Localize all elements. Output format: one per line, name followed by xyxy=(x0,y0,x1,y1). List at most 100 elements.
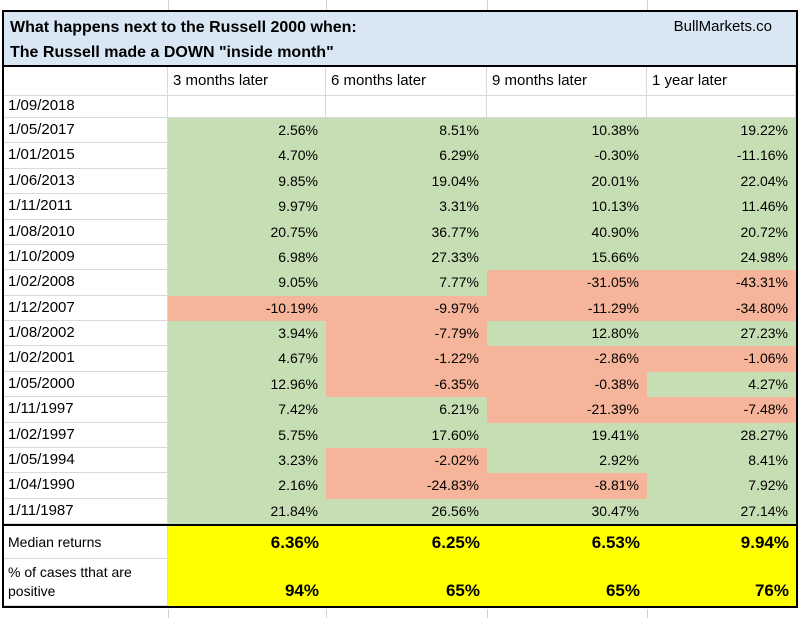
return-cell[interactable]: 24.98% xyxy=(647,244,796,271)
return-cell[interactable]: -7.48% xyxy=(647,397,796,423)
column-header-3[interactable]: 9 months later xyxy=(487,67,647,96)
date-cell[interactable]: 1/11/1987 xyxy=(4,498,168,524)
summary-value-cell[interactable]: 65% xyxy=(326,559,487,606)
return-cell[interactable]: 12.80% xyxy=(487,321,647,347)
return-cell[interactable]: 22.04% xyxy=(647,168,796,195)
date-cell[interactable]: 1/02/1997 xyxy=(4,422,168,448)
return-cell[interactable]: 3.94% xyxy=(168,321,326,347)
return-cell[interactable]: -11.16% xyxy=(647,143,796,169)
return-cell[interactable]: 9.97% xyxy=(168,194,326,220)
return-cell[interactable]: 7.77% xyxy=(326,270,487,296)
return-cell[interactable]: 2.56% xyxy=(168,118,326,144)
corner-cell[interactable] xyxy=(4,67,168,96)
return-cell[interactable] xyxy=(647,96,796,118)
return-cell[interactable]: 36.77% xyxy=(326,219,487,245)
summary-value-cell[interactable]: 6.36% xyxy=(168,526,326,559)
summary-value-cell[interactable]: 6.25% xyxy=(326,526,487,559)
return-cell[interactable]: 19.22% xyxy=(647,118,796,144)
summary-value-cell[interactable]: 65% xyxy=(487,559,647,606)
return-cell[interactable]: -1.06% xyxy=(647,346,796,372)
return-cell[interactable]: -43.31% xyxy=(647,270,796,296)
return-cell[interactable] xyxy=(168,96,326,118)
return-cell[interactable]: 26.56% xyxy=(326,498,487,524)
return-cell[interactable]: -31.05% xyxy=(487,270,647,296)
return-cell[interactable]: 2.16% xyxy=(168,473,326,499)
return-cell[interactable]: -6.35% xyxy=(326,371,487,398)
return-cell[interactable]: 11.46% xyxy=(647,194,796,220)
return-cell[interactable]: -2.86% xyxy=(487,346,647,372)
return-cell[interactable]: -2.02% xyxy=(326,447,487,474)
return-cell[interactable]: 5.75% xyxy=(168,422,326,448)
column-header-1[interactable]: 3 months later xyxy=(168,67,326,96)
return-cell[interactable]: -1.22% xyxy=(326,346,487,372)
date-cell[interactable]: 1/04/1990 xyxy=(4,473,168,499)
return-cell[interactable]: 6.29% xyxy=(326,143,487,169)
return-cell[interactable]: 28.27% xyxy=(647,422,796,448)
return-cell[interactable]: 6.98% xyxy=(168,244,326,271)
return-cell[interactable] xyxy=(487,96,647,118)
return-cell[interactable]: 20.75% xyxy=(168,219,326,245)
return-cell[interactable]: -34.80% xyxy=(647,295,796,321)
return-cell[interactable]: 21.84% xyxy=(168,498,326,524)
return-cell[interactable]: 12.96% xyxy=(168,371,326,398)
date-cell[interactable]: 1/02/2001 xyxy=(4,346,168,372)
return-cell[interactable]: -24.83% xyxy=(326,473,487,499)
return-cell[interactable] xyxy=(326,96,487,118)
return-cell[interactable]: 7.92% xyxy=(647,473,796,499)
date-cell[interactable]: 1/05/2017 xyxy=(4,118,168,144)
column-header-2[interactable]: 6 months later xyxy=(326,67,487,96)
return-cell[interactable]: 2.92% xyxy=(487,447,647,474)
return-cell[interactable]: 6.21% xyxy=(326,397,487,423)
return-cell[interactable]: -8.81% xyxy=(487,473,647,499)
return-cell[interactable]: 10.13% xyxy=(487,194,647,220)
column-header-4[interactable]: 1 year later xyxy=(647,67,796,96)
summary-value-cell[interactable]: 9.94% xyxy=(647,526,796,559)
return-cell[interactable]: 4.67% xyxy=(168,346,326,372)
return-cell[interactable]: 30.47% xyxy=(487,498,647,524)
return-cell[interactable]: -11.29% xyxy=(487,295,647,321)
return-cell[interactable]: 9.05% xyxy=(168,270,326,296)
return-cell[interactable]: -9.97% xyxy=(326,295,487,321)
return-cell[interactable]: 27.23% xyxy=(647,321,796,347)
date-cell[interactable]: 1/02/2008 xyxy=(4,270,168,296)
return-cell[interactable]: 8.41% xyxy=(647,447,796,474)
return-cell[interactable]: 17.60% xyxy=(326,422,487,448)
return-cell[interactable]: 20.01% xyxy=(487,168,647,195)
return-cell[interactable]: 9.85% xyxy=(168,168,326,195)
date-cell[interactable]: 1/09/2018 xyxy=(4,96,168,118)
return-cell[interactable]: 27.33% xyxy=(326,244,487,271)
return-cell[interactable]: -0.38% xyxy=(487,371,647,398)
summary-value-cell[interactable]: 6.53% xyxy=(487,526,647,559)
date-cell[interactable]: 1/05/1994 xyxy=(4,447,168,474)
summary-value-cell[interactable]: 94% xyxy=(168,559,326,606)
return-cell[interactable]: 3.31% xyxy=(326,194,487,220)
return-cell[interactable]: 8.51% xyxy=(326,118,487,144)
return-cell[interactable]: 3.23% xyxy=(168,447,326,474)
return-cell[interactable]: 7.42% xyxy=(168,397,326,423)
summary-value-cell[interactable]: 76% xyxy=(647,559,796,606)
date-cell[interactable]: 1/01/2015 xyxy=(4,143,168,169)
date-cell[interactable]: 1/05/2000 xyxy=(4,371,168,398)
return-cell[interactable]: -10.19% xyxy=(168,295,326,321)
return-cell[interactable]: 19.04% xyxy=(326,168,487,195)
return-cell[interactable]: -0.30% xyxy=(487,143,647,169)
return-cell[interactable]: -7.79% xyxy=(326,321,487,347)
summary-label[interactable]: Median returns xyxy=(4,526,168,559)
return-cell[interactable]: 27.14% xyxy=(647,498,796,524)
return-cell[interactable]: 40.90% xyxy=(487,219,647,245)
return-cell[interactable]: 4.27% xyxy=(647,371,796,398)
return-cell[interactable]: -21.39% xyxy=(487,397,647,423)
return-cell[interactable]: 4.70% xyxy=(168,143,326,169)
return-cell[interactable]: 10.38% xyxy=(487,118,647,144)
date-cell[interactable]: 1/12/2007 xyxy=(4,295,168,321)
date-cell[interactable]: 1/08/2002 xyxy=(4,321,168,347)
summary-label[interactable]: % of cases tthat are positive xyxy=(4,559,168,606)
date-cell[interactable]: 1/11/1997 xyxy=(4,397,168,423)
date-cell[interactable]: 1/10/2009 xyxy=(4,244,168,271)
date-cell[interactable]: 1/06/2013 xyxy=(4,168,168,195)
date-cell[interactable]: 1/08/2010 xyxy=(4,219,168,245)
return-cell[interactable]: 19.41% xyxy=(487,422,647,448)
return-cell[interactable]: 20.72% xyxy=(647,219,796,245)
date-cell[interactable]: 1/11/2011 xyxy=(4,194,168,220)
return-cell[interactable]: 15.66% xyxy=(487,244,647,271)
